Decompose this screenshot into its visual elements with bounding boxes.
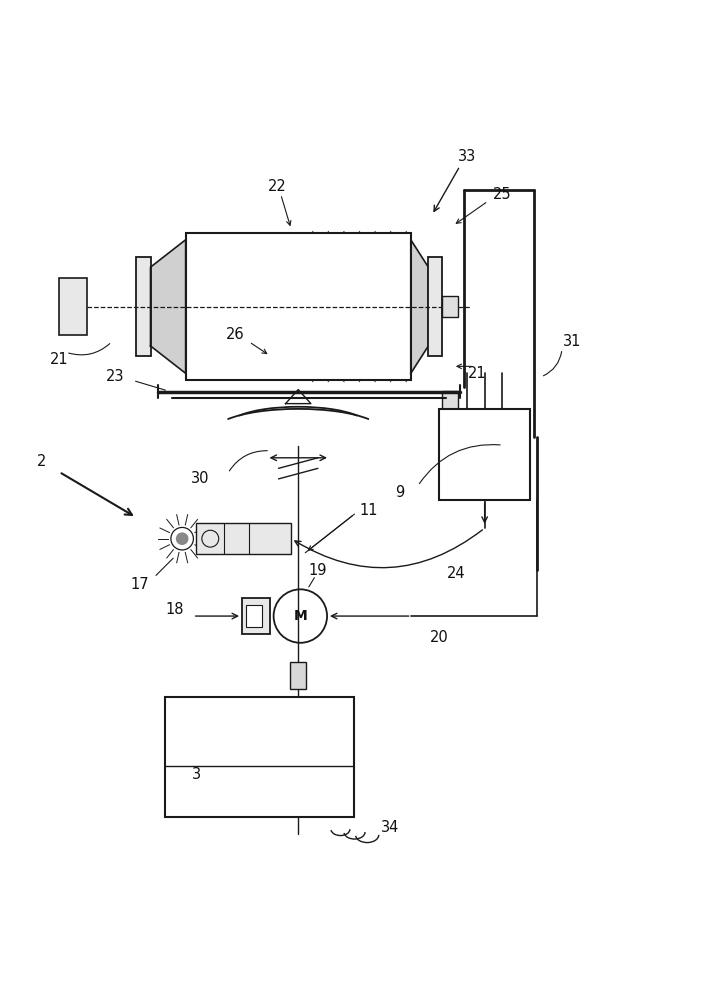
Text: M: M [294,609,307,623]
Polygon shape [150,240,186,373]
Bar [136,257,150,356]
Text: 20: 20 [430,630,449,645]
Bar [442,391,458,412]
Text: 25: 25 [493,187,511,202]
Bar [428,257,442,356]
Polygon shape [411,240,428,373]
Text: 22: 22 [268,179,286,194]
Bar [291,662,306,689]
Text: 18: 18 [166,602,184,617]
Text: 17: 17 [130,577,150,592]
Bar [442,296,458,317]
Text: 2: 2 [37,454,46,469]
Circle shape [176,532,189,545]
Text: 24: 24 [447,566,466,581]
Bar [242,598,270,634]
Text: 26: 26 [225,327,244,342]
Text: 30: 30 [191,471,209,486]
Text: 3: 3 [191,767,201,782]
Bar [164,697,354,817]
Bar [246,605,262,627]
Text: 19: 19 [308,563,327,578]
Text: 21: 21 [50,352,68,367]
Bar [59,278,87,335]
Text: 33: 33 [458,149,476,164]
Bar [196,523,291,554]
Bar [439,409,530,500]
Text: 31: 31 [564,334,582,349]
Text: 34: 34 [381,820,399,835]
Text: 23: 23 [106,369,125,384]
Text: 9: 9 [396,485,405,500]
Bar [186,233,411,380]
Text: 11: 11 [359,503,378,518]
Text: 21: 21 [468,366,487,381]
